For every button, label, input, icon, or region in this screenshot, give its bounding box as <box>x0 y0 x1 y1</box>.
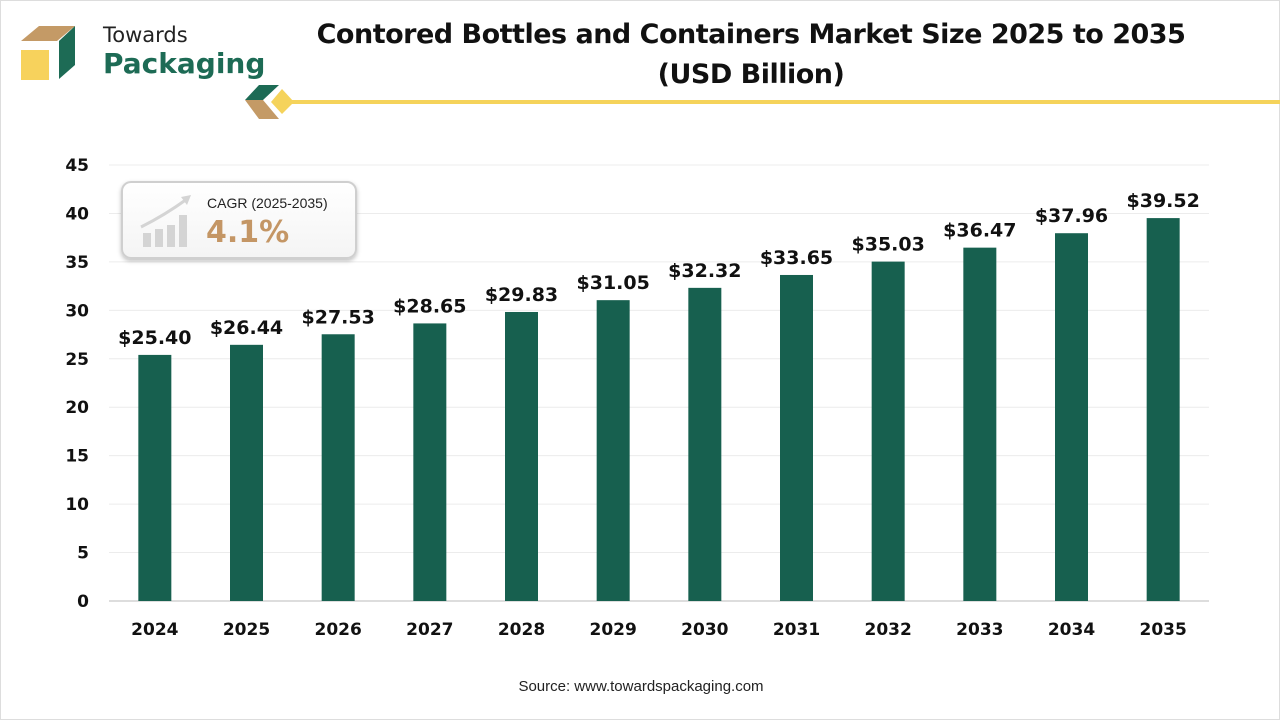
bar-2028 <box>505 311 538 601</box>
x-tick-label: 2029 <box>590 620 637 640</box>
y-tick-label: 45 <box>65 156 89 176</box>
x-tick-label: 2026 <box>315 620 362 640</box>
y-tick-label: 5 <box>77 544 89 564</box>
x-tick-label: 2034 <box>1048 620 1095 640</box>
title-line: Contored Bottles and Containers Market S… <box>316 19 1186 50</box>
y-tick-label: 30 <box>65 301 89 321</box>
data-label-2032: $35.03 <box>852 234 925 256</box>
bar-2034 <box>1055 233 1088 601</box>
x-tick-label: 2027 <box>406 620 453 640</box>
y-tick-label: 40 <box>65 204 89 224</box>
data-label-2030: $32.32 <box>668 260 741 282</box>
y-tick-label: 20 <box>65 398 89 418</box>
source-note: Source: www.towardspackaging.com <box>518 678 764 695</box>
data-label-2033: $36.47 <box>943 220 1016 242</box>
bar-2025 <box>230 344 263 601</box>
subtitle-line: (USD Billion) <box>657 59 845 90</box>
data-label-2035: $39.52 <box>1127 190 1200 212</box>
x-tick-label: 2028 <box>498 620 545 640</box>
y-tick-label: 15 <box>65 447 89 467</box>
logo-text-towards: Towards <box>103 23 188 47</box>
box-logo-icon <box>21 26 75 80</box>
logo-text-packaging: Packaging <box>103 47 266 80</box>
y-tick-label: 35 <box>65 253 89 273</box>
data-label-2028: $29.83 <box>485 284 558 306</box>
y-tick-label: 0 <box>77 592 89 612</box>
x-tick-label: 2024 <box>131 620 178 640</box>
x-tick-label: 2032 <box>865 620 912 640</box>
bar-2026 <box>321 334 355 601</box>
bar-2033 <box>963 247 997 601</box>
data-label-2025: $26.44 <box>210 317 283 339</box>
y-tick-label: 10 <box>65 495 89 515</box>
x-tick-label: 2033 <box>956 620 1003 640</box>
data-label-2031: $33.65 <box>760 247 833 269</box>
title-underline-decoration <box>245 85 1280 119</box>
data-label-2024: $25.40 <box>118 327 191 349</box>
cagr-value: 4.1% <box>206 215 290 250</box>
x-tick-label: 2030 <box>681 620 728 640</box>
data-label-2029: $31.05 <box>577 272 650 294</box>
x-tick-label: 2031 <box>773 620 820 640</box>
y-tick-label: 25 <box>65 350 89 370</box>
cagr-label: CAGR (2025-2035) <box>207 195 328 211</box>
bar-2024 <box>138 354 172 601</box>
bar-2030 <box>688 287 722 601</box>
bar-2032 <box>871 261 905 601</box>
x-tick-label: 2035 <box>1140 620 1187 640</box>
growth-chart-icon <box>140 195 191 247</box>
data-label-2034: $37.96 <box>1035 205 1108 227</box>
bar-2035 <box>1146 218 1180 602</box>
cagr-box: CAGR (2025-2035) 4.1% <box>121 181 357 259</box>
data-label-2026: $27.53 <box>302 306 375 328</box>
bar-2027 <box>413 323 447 601</box>
bar-2031 <box>780 274 813 601</box>
chart-title: Contored Bottles and Containers Market S… <box>301 15 1201 95</box>
data-label-2027: $28.65 <box>393 295 466 317</box>
x-tick-label: 2025 <box>223 620 270 640</box>
bar-2029 <box>596 300 630 601</box>
